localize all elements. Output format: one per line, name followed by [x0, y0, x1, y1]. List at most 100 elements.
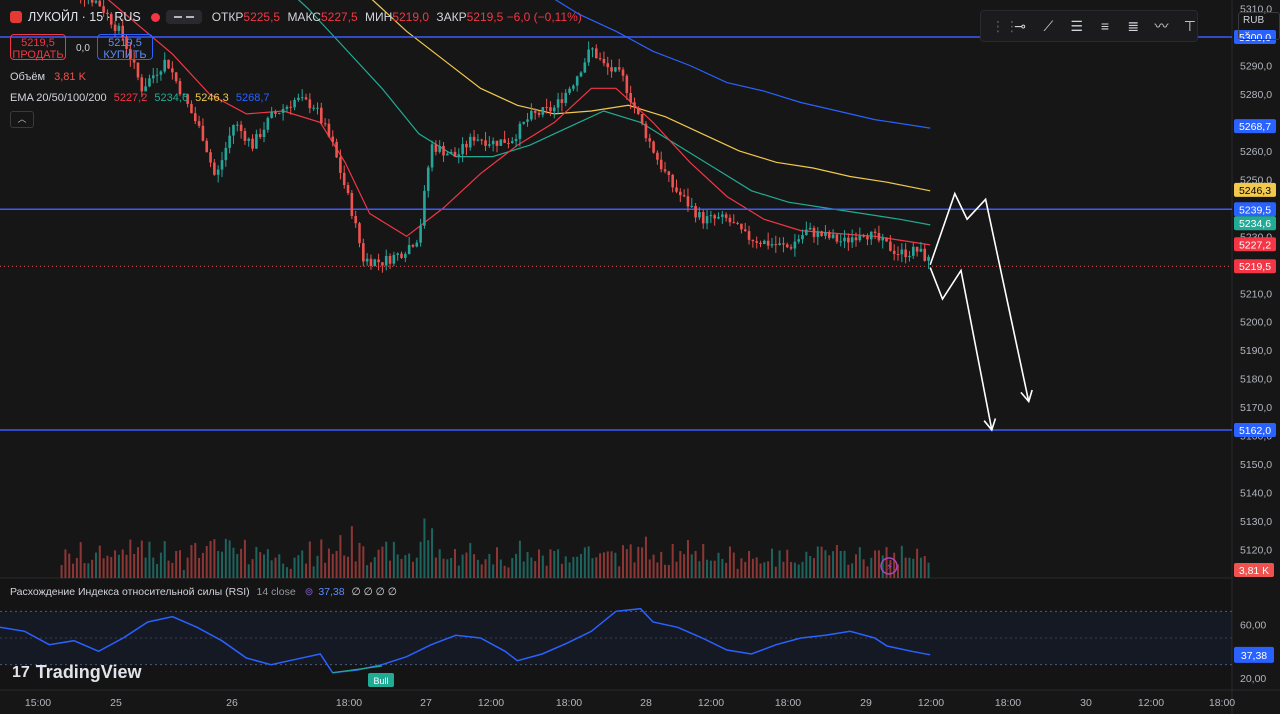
candle-body [530, 110, 533, 120]
candle-body [644, 123, 648, 139]
candle-body [488, 144, 491, 146]
candle-body [171, 68, 174, 73]
ema200-line [554, 0, 931, 129]
volume-bar [774, 566, 777, 578]
spread-value: 0,0 [76, 43, 90, 54]
parallel-channel-icon[interactable]: ≡ [1100, 18, 1110, 34]
candle-body [289, 106, 293, 108]
candle-body [117, 25, 121, 31]
candle-body [94, 0, 98, 3]
volume-bar [927, 562, 930, 578]
rsi-legend[interactable]: Расхождение Индекса относительной силы (… [10, 586, 397, 598]
candle-body [747, 231, 751, 240]
candle-body [896, 253, 900, 255]
price-tick-label: 5260,0 [1240, 146, 1272, 158]
volume-bar [816, 546, 819, 578]
volume-bar [308, 541, 311, 578]
time-tick-label: 18:00 [1209, 697, 1235, 709]
trend-line-icon[interactable]: ⟋ [1043, 17, 1054, 34]
candle-body [109, 13, 113, 25]
candle-body [209, 152, 212, 163]
candle-body [514, 138, 518, 142]
fib-retracement-icon[interactable]: ☰ [1070, 17, 1083, 34]
candle-body [774, 244, 778, 246]
volume-bar [518, 540, 521, 578]
candle-body [167, 59, 170, 69]
volume-bar [408, 553, 411, 578]
candle-body [679, 191, 682, 196]
candle-body [411, 245, 415, 247]
rsi-settings-icon[interactable]: ⊚ [304, 586, 314, 598]
candle-body [835, 234, 839, 242]
candle-body [541, 107, 545, 115]
regression-icon[interactable]: ≣ [1127, 17, 1140, 34]
candle-body [721, 214, 724, 217]
candle-body [560, 99, 564, 103]
volume-bar [194, 543, 197, 578]
volume-bar [790, 562, 793, 578]
candle-body [556, 99, 560, 108]
volume-bar [263, 554, 266, 578]
candle-body [892, 250, 896, 254]
candle-body [572, 85, 575, 89]
volume-bar [125, 554, 128, 578]
time-tick-label: 27 [420, 697, 432, 709]
volume-bar [870, 557, 873, 578]
visibility-toggle-icon[interactable] [165, 10, 202, 24]
collapse-legend-icon[interactable]: ︿ [10, 111, 34, 128]
projection-arrow-up-head [1020, 389, 1033, 404]
candle-body [648, 138, 652, 142]
price-tick-label: 5150,0 [1240, 459, 1272, 471]
candle-body [633, 102, 636, 108]
candle-body [629, 93, 632, 103]
ticker-title[interactable]: ЛУКОЙЛ · 15 · RUS [28, 10, 141, 24]
volume-bar [897, 564, 900, 578]
price-tick-label: 5140,0 [1240, 488, 1272, 500]
candle-body [339, 157, 342, 173]
candle-body [228, 135, 231, 148]
drag-handle-icon[interactable]: ⋮⋮ [991, 17, 1019, 34]
volume-bar [625, 549, 628, 578]
path-icon[interactable]: 〰 [1154, 18, 1169, 34]
volume-bar [389, 560, 392, 578]
volume-bar [79, 542, 82, 578]
volume-bar [266, 549, 269, 578]
volume-bar [293, 557, 296, 578]
sell-button[interactable]: 5219,5 ПРОДАТЬ [10, 34, 66, 61]
horizontal-ray-icon[interactable]: ⊸ [1014, 17, 1026, 34]
candle-body [549, 107, 552, 112]
volume-bar [881, 555, 884, 578]
volume-indicator-legend[interactable]: Объём 3,81 K [10, 71, 86, 83]
ema-label: EMA 20/50/100/200 [10, 92, 107, 104]
candle-body [251, 138, 254, 149]
volume-bar [221, 551, 224, 578]
ohlc-values: ОТКР5225,5 МАКС5227,5 МИН5219,0 ЗАКР5219… [208, 10, 582, 24]
candle-body [667, 171, 671, 175]
candle-body [908, 255, 911, 258]
volume-bar [305, 563, 308, 578]
volume-bar [698, 561, 701, 578]
ema-indicator-legend[interactable]: EMA 20/50/100/200 5227,2 5234,6 5246,3 5… [10, 92, 270, 104]
time-tick-label: 26 [226, 697, 238, 709]
candle-body [377, 259, 380, 263]
candle-body [449, 151, 453, 154]
measure-icon[interactable]: ⊤ [1183, 17, 1196, 34]
volume-badge-label: 3,81 K [1239, 565, 1269, 577]
currency-select[interactable]: RUB ⌄ [1238, 12, 1280, 40]
volume-bar [686, 540, 689, 578]
buy-button[interactable]: 5219,5 КУПИТЬ [97, 34, 153, 61]
volume-bar [919, 557, 922, 578]
candle-body [583, 62, 587, 73]
candle-body [346, 185, 350, 193]
currency-label: RUB [1243, 15, 1265, 26]
candle-body [510, 141, 514, 144]
volume-bar [114, 550, 117, 578]
volume-bar [725, 562, 728, 578]
tradingview-logo[interactable]: 17 TradingView [12, 662, 142, 683]
volume-bar [255, 546, 258, 578]
volume-bar [297, 555, 300, 578]
candle-body [300, 97, 304, 99]
volume-value: 3,81 K [54, 71, 86, 83]
volume-bar [270, 560, 273, 578]
